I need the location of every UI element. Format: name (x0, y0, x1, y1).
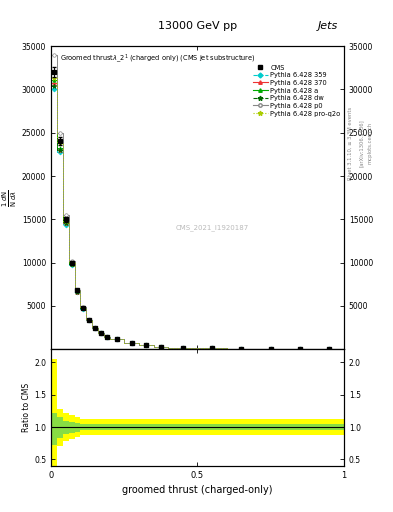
Text: mcplots.cern.ch: mcplots.cern.ch (367, 122, 373, 164)
Y-axis label: $\frac{1}{\mathrm{N}}\frac{d\mathrm{N}}{d\lambda}$: $\frac{1}{\mathrm{N}}\frac{d\mathrm{N}}{… (1, 189, 19, 206)
Text: CMS_2021_I1920187: CMS_2021_I1920187 (176, 225, 249, 231)
Y-axis label: Ratio to CMS: Ratio to CMS (22, 383, 31, 432)
X-axis label: groomed thrust (charged-only): groomed thrust (charged-only) (122, 485, 273, 495)
Text: Groomed thrust$\lambda\_2^1$ (charged only) (CMS jet substructure): Groomed thrust$\lambda\_2^1$ (charged on… (60, 52, 256, 65)
Text: Jets: Jets (318, 21, 338, 31)
Text: [arXiv:1306.3436]: [arXiv:1306.3436] (358, 119, 364, 167)
Text: 13000 GeV pp: 13000 GeV pp (158, 21, 237, 31)
Text: Rivet 3.1.10, ≥ 3.3M events: Rivet 3.1.10, ≥ 3.3M events (348, 106, 353, 180)
Legend: CMS, Pythia 6.428 359, Pythia 6.428 370, Pythia 6.428 a, Pythia 6.428 dw, Pythia: CMS, Pythia 6.428 359, Pythia 6.428 370,… (253, 65, 341, 117)
